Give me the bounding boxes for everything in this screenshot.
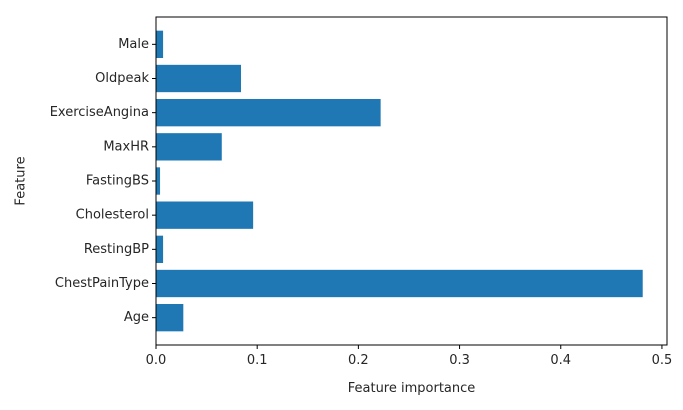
bar-chestpaintype: [156, 269, 643, 298]
bar-cholesterol: [156, 201, 254, 229]
y-tick-label: Cholesterol: [76, 208, 149, 223]
x-tick-label: 0.2: [348, 353, 369, 368]
bar-maxhr: [156, 133, 222, 161]
y-axis-label: Feature: [14, 156, 29, 205]
y-tick-label: FastingBS: [86, 174, 149, 189]
bar-exerciseangina: [156, 99, 381, 127]
y-tick-label: ChestPainType: [55, 276, 149, 291]
x-tick-label: 0.0: [146, 353, 167, 368]
y-tick-label: Age: [124, 310, 149, 325]
bar-restingbp: [156, 235, 164, 263]
bar-male: [156, 30, 164, 58]
x-tick-label: 0.4: [550, 353, 571, 368]
y-axis: Age ChestPainType RestingBP Cholesterol Fast…: [50, 37, 156, 325]
x-tick-label: 0.5: [652, 353, 673, 368]
x-axis-label: Feature importance: [348, 381, 476, 396]
y-tick-label: Oldpeak: [95, 71, 149, 86]
bar-fastingbs: [156, 167, 161, 195]
x-tick-label: 0.3: [449, 353, 470, 368]
x-tick-label: 0.1: [247, 353, 268, 368]
bar-age: [156, 304, 184, 332]
y-tick-label: Male: [118, 37, 149, 52]
y-tick-label: MaxHR: [103, 139, 149, 154]
bars-group: [156, 30, 643, 332]
bar-oldpeak: [156, 64, 241, 93]
x-axis: 0.0 0.1 0.2 0.3 0.4 0.5: [146, 345, 673, 368]
y-tick-label: ExerciseAngina: [50, 105, 149, 120]
y-tick-label: RestingBP: [84, 242, 149, 257]
